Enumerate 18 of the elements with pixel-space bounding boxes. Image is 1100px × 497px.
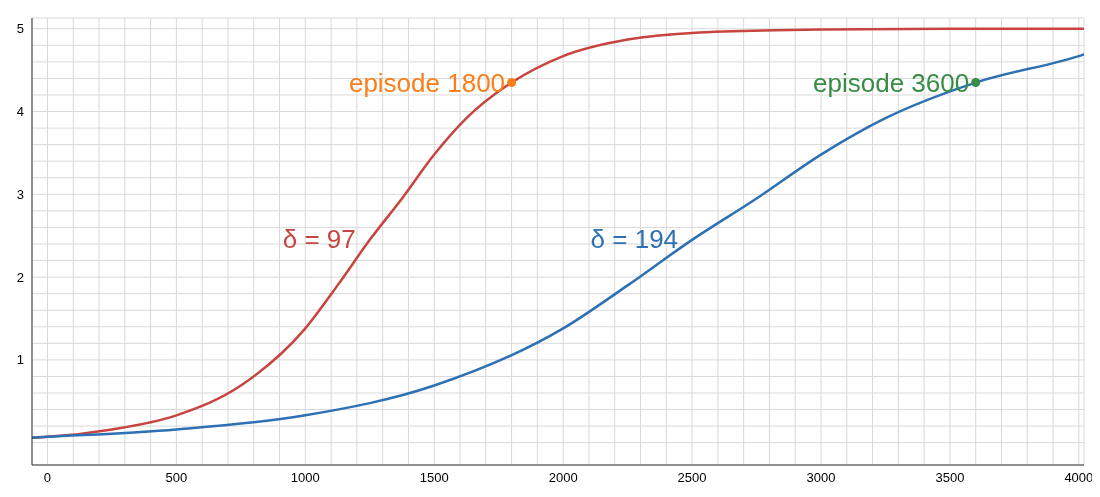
y-tick-label: 1 <box>16 352 24 368</box>
x-tick-label: 0 <box>43 470 52 486</box>
series-label: δ = 97 <box>282 223 356 254</box>
series-label: episode 1800 <box>348 67 506 98</box>
x-tick-label: 4000 <box>1064 470 1094 486</box>
y-tick-label: 3 <box>16 186 24 202</box>
series-label: δ = 194 <box>590 223 679 254</box>
x-tick-label: 2500 <box>677 470 707 486</box>
y-tick-label: 2 <box>16 269 24 285</box>
x-tick-label: 1500 <box>419 470 449 486</box>
x-tick-label: 3500 <box>935 470 965 486</box>
x-tick-label: 2000 <box>548 470 578 486</box>
series-label: episode 3600 <box>813 67 970 98</box>
y-tick-label: 5 <box>16 21 24 37</box>
x-tick-label: 500 <box>165 470 188 486</box>
x-tick-label: 1000 <box>290 470 320 486</box>
x-tick-label: 3000 <box>806 470 836 486</box>
y-tick-label: 4 <box>16 104 24 120</box>
